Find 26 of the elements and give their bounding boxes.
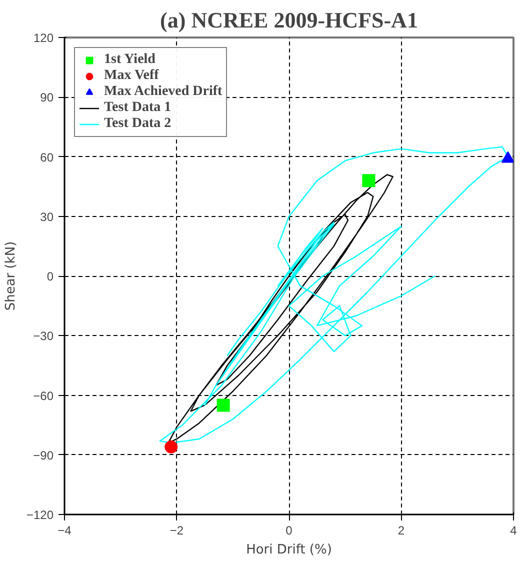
legend-label: 1st Yield bbox=[104, 52, 156, 68]
point bbox=[216, 398, 230, 412]
legend-label: Test Data 1 bbox=[104, 100, 172, 116]
y-tick-label: 60 bbox=[40, 150, 54, 164]
x-tick-label: 4 bbox=[510, 524, 518, 538]
x-axis-title: Hori Drift (%) bbox=[246, 542, 332, 558]
legend-label: Test Data 2 bbox=[104, 116, 172, 132]
legend-label: Max Achieved Drift bbox=[104, 84, 222, 100]
x-tick-label: 2 bbox=[398, 524, 405, 538]
y-tick-label: −60 bbox=[33, 388, 54, 403]
y-tick-label: 30 bbox=[40, 210, 54, 224]
point bbox=[164, 440, 178, 454]
legend-label: Max Veff bbox=[104, 68, 159, 84]
x-tick-label: −2 bbox=[170, 524, 184, 538]
y-tick-label: 90 bbox=[40, 90, 54, 105]
point bbox=[362, 174, 376, 188]
x-tick-label: 0 bbox=[286, 524, 293, 538]
point bbox=[501, 151, 514, 163]
x-tick-label: −4 bbox=[58, 524, 72, 538]
y-tick-label: −90 bbox=[33, 448, 54, 462]
y-axis-title: Shear (kN) bbox=[3, 241, 18, 311]
y-tick-label: 120 bbox=[33, 31, 54, 45]
y-tick-label: −120 bbox=[26, 508, 54, 522]
y-tick-label: −30 bbox=[33, 329, 54, 344]
chart-title: (a) NCREE 2009-HCFS-A1 bbox=[160, 8, 418, 32]
y-tick-label: 0 bbox=[46, 270, 54, 284]
